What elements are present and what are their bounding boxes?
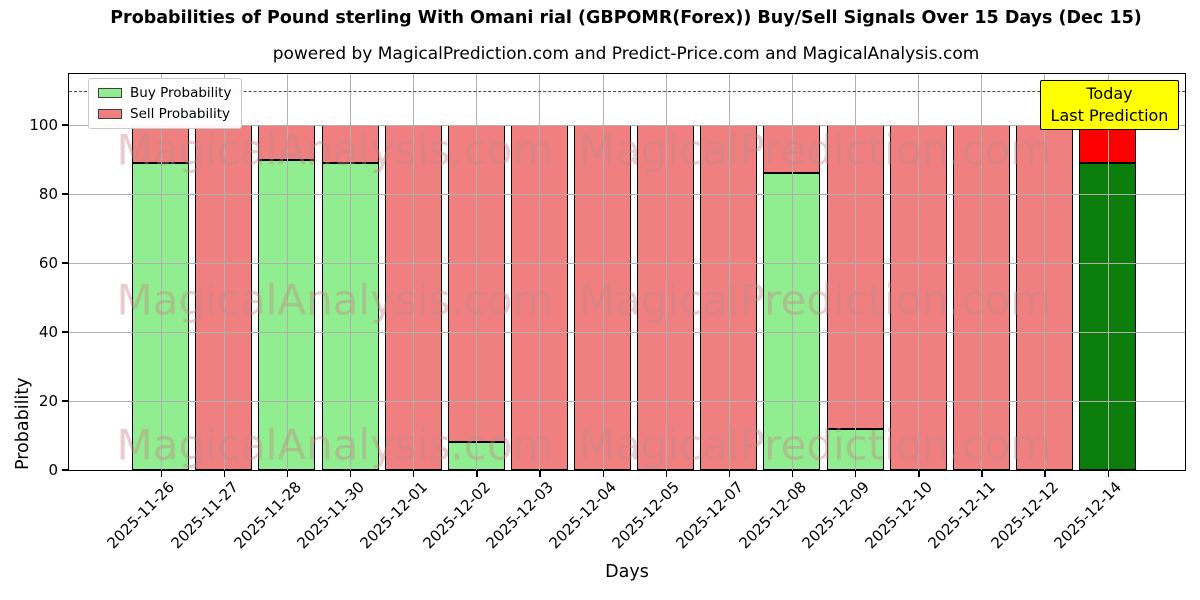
y-tick-mark — [62, 469, 68, 471]
x-tick-label: 2025-12-14 — [1050, 478, 1126, 553]
x-tick-mark — [223, 471, 226, 477]
vertical-gridline — [539, 74, 541, 470]
vertical-gridline — [223, 74, 225, 470]
y-tick-label: 20 — [38, 392, 58, 410]
horizontal-gridline — [69, 401, 1185, 402]
vertical-gridline — [728, 74, 730, 470]
y-tick-mark — [62, 193, 68, 195]
legend-label-sell: Sell Probability — [130, 106, 231, 122]
x-tick-mark — [160, 471, 162, 477]
sell-swatch-icon — [98, 109, 122, 119]
x-tick-mark — [728, 471, 731, 477]
y-tick-label: 80 — [38, 185, 58, 203]
y-tick-label: 100 — [29, 116, 58, 134]
x-tick-mark — [1044, 471, 1046, 477]
x-tick-mark — [791, 471, 794, 477]
vertical-gridline — [791, 74, 793, 470]
x-tick-mark — [855, 471, 857, 477]
horizontal-gridline — [69, 194, 1185, 195]
x-tick-mark — [1107, 471, 1109, 477]
x-tick-mark — [918, 471, 920, 477]
chart-title: Probabilities of Pound sterling With Oma… — [110, 8, 1142, 28]
vertical-gridline — [286, 74, 288, 470]
legend: Buy Probability Sell Probability — [88, 78, 243, 129]
vertical-gridline — [1107, 74, 1109, 470]
y-tick-mark — [62, 262, 68, 264]
vertical-gridline — [665, 74, 667, 470]
y-tick-label: 40 — [38, 323, 58, 341]
x-tick-mark — [413, 471, 415, 477]
vertical-gridline — [160, 74, 162, 470]
horizontal-gridline — [69, 332, 1185, 333]
horizontal-gridline — [69, 263, 1185, 264]
vertical-gridline — [1044, 74, 1046, 470]
vertical-gridline — [476, 74, 478, 470]
vertical-gridline — [350, 74, 351, 470]
x-axis-label: Days — [605, 562, 649, 582]
plot-area: Probability Days 2025-11-26 2025-11-27 202… — [13, 73, 1186, 582]
chart-subtitle: powered by MagicalPrediction.com and Pre… — [272, 44, 980, 64]
legend-item-sell: Sell Probability — [98, 106, 231, 122]
y-tick-mark — [62, 331, 68, 333]
vertical-gridline — [602, 74, 604, 470]
x-tick-mark — [539, 471, 541, 477]
y-tick-mark — [62, 124, 68, 126]
dashed-guide-line — [69, 90, 1185, 92]
annotation-line-2: Last Prediction — [1050, 106, 1169, 125]
x-tick-mark — [350, 471, 352, 477]
x-tick-mark — [286, 471, 289, 477]
today-last-prediction-annotation: Today Last Prediction — [1040, 80, 1179, 130]
y-tick-mark — [62, 400, 68, 402]
horizontal-gridline — [69, 125, 1185, 126]
y-tick-label: 60 — [38, 254, 58, 272]
x-tick-mark — [981, 471, 983, 477]
vertical-gridline — [413, 74, 415, 470]
x-tick-mark — [476, 471, 478, 477]
y-tick-label: 0 — [48, 461, 58, 479]
x-tick-mark — [602, 471, 604, 477]
buy-swatch-icon — [98, 88, 122, 98]
legend-item-buy: Buy Probability — [98, 85, 231, 101]
annotation-line-1: Today — [1086, 84, 1133, 103]
legend-label-buy: Buy Probability — [130, 85, 232, 101]
vertical-gridline — [918, 74, 920, 470]
vertical-gridline — [981, 74, 983, 470]
x-tick-mark — [665, 471, 667, 477]
vertical-gridline — [855, 74, 856, 470]
